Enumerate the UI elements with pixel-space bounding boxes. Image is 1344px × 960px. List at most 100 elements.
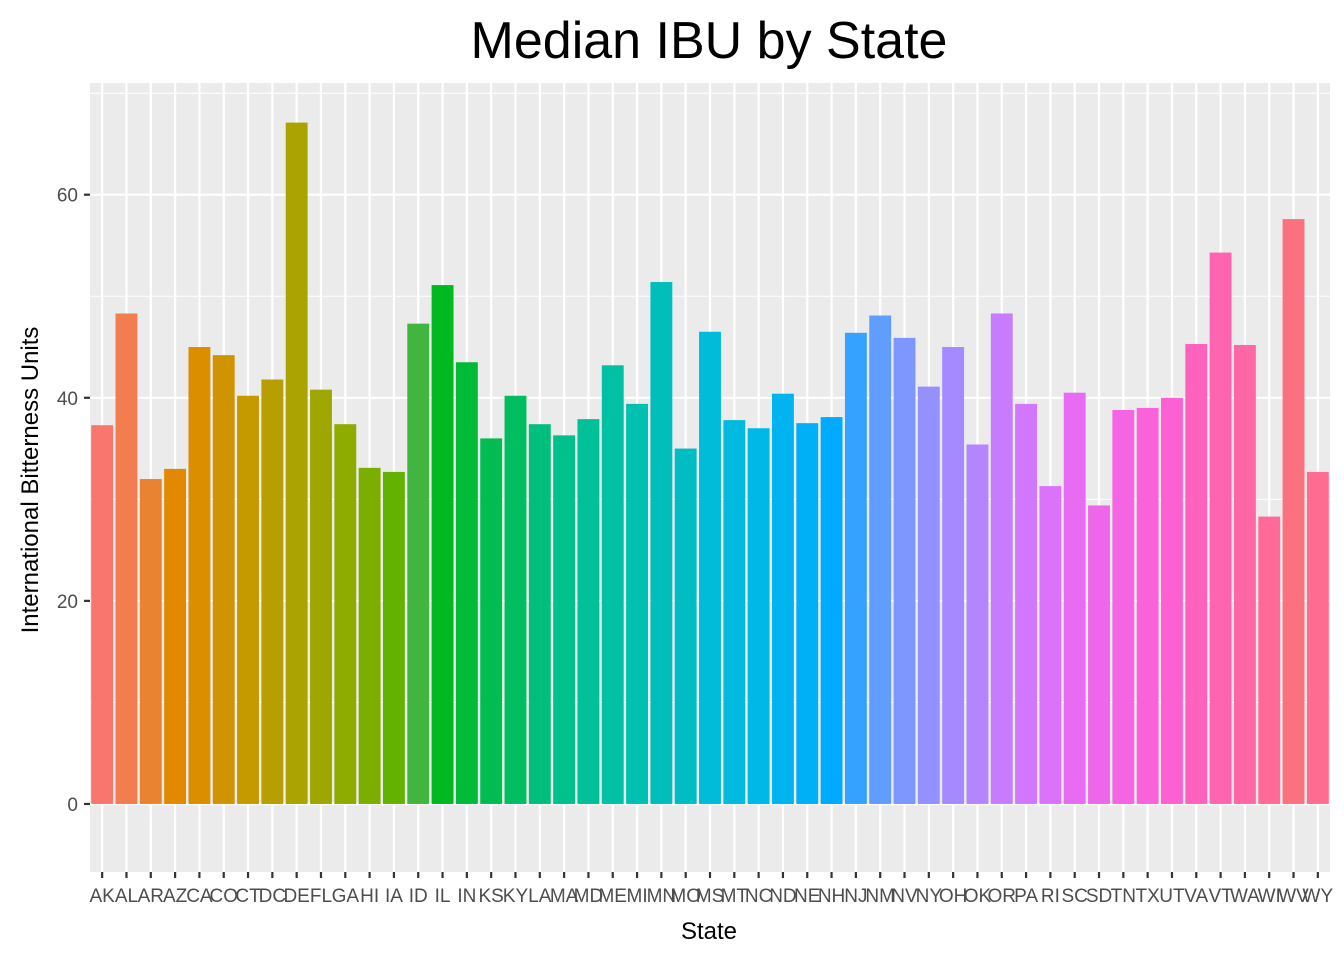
bar-hi: [358, 467, 381, 804]
bar-az: [164, 468, 187, 804]
x-tick-label-nm: NM: [865, 886, 895, 907]
x-tick-label-al: AL: [115, 886, 138, 907]
bar-ma: [553, 435, 576, 804]
bar-ms: [699, 331, 721, 804]
x-tick-label-nv: NV: [891, 886, 918, 907]
x-tick-label-ak: AK: [89, 886, 115, 907]
bar-pa: [1015, 403, 1038, 804]
bar-ks: [480, 438, 503, 804]
x-tick-label-tn: TN: [1111, 886, 1136, 907]
bar-nv: [893, 337, 916, 804]
bar-mn: [650, 282, 673, 804]
x-tick-label-wa: WA: [1230, 886, 1260, 907]
x-tick-label-id: ID: [409, 886, 428, 907]
bar-dc: [261, 379, 284, 804]
x-tick-label-nc: NC: [745, 886, 772, 907]
bar-al: [115, 313, 138, 804]
bar-ky: [504, 395, 527, 804]
x-tick-label-ma: MA: [550, 886, 579, 907]
bar-mi: [626, 403, 648, 804]
bar-nc: [747, 428, 770, 804]
x-tick-label-co: CO: [209, 886, 238, 907]
bar-id: [407, 323, 430, 804]
bars: [91, 122, 1329, 804]
bar-ga: [334, 424, 357, 804]
y-tick-label: 40: [57, 389, 78, 410]
x-tick-label-la: LA: [528, 886, 552, 907]
y-tick-label: 60: [57, 186, 78, 207]
x-tick-label-wi: WI: [1258, 886, 1281, 907]
bar-wy: [1306, 471, 1329, 804]
bar-md: [577, 419, 600, 804]
x-tick-label-ar: AR: [138, 886, 164, 907]
x-tick-label-in: IN: [457, 886, 476, 907]
bar-ct: [237, 395, 259, 804]
x-tick-label-or: OR: [988, 886, 1017, 907]
y-axis: 0 20 40 60: [57, 186, 90, 816]
bar-nm: [869, 315, 892, 804]
bar-sd: [1088, 505, 1110, 804]
x-tick-label-ny: NY: [916, 886, 943, 907]
x-tick-label-ga: GA: [332, 886, 360, 907]
y-tick-label: 20: [57, 592, 78, 613]
bar-ri: [1039, 486, 1062, 804]
x-tick-label-fl: FL: [310, 886, 332, 907]
bar-ia: [382, 471, 405, 804]
bar-nd: [772, 393, 794, 804]
x-tick-label-ut: UT: [1159, 886, 1185, 907]
x-tick-label-ok: OK: [964, 886, 992, 907]
x-tick-label-sd: SD: [1086, 886, 1112, 907]
x-tick-label-ct: CT: [235, 886, 261, 907]
x-tick-label-mo: MO: [670, 886, 701, 907]
bar-ca: [188, 347, 211, 804]
bar-la: [528, 424, 551, 804]
bar-ne: [796, 423, 819, 804]
x-tick-label-ne: NE: [794, 886, 820, 907]
bar-or: [990, 313, 1013, 804]
bar-sc: [1063, 392, 1086, 804]
bar-il: [431, 285, 454, 804]
x-tick-label-ks: KS: [478, 886, 503, 907]
x-tick-label-nh: NH: [818, 886, 845, 907]
bar-ny: [917, 386, 940, 804]
bar-tx: [1136, 407, 1159, 804]
x-tick-label-ri: RI: [1041, 886, 1060, 907]
x-tick-label-ca: CA: [186, 886, 213, 907]
y-axis-title: International Bitterness Units: [17, 327, 44, 634]
x-tick-label-mn: MN: [647, 886, 677, 907]
bar-mo: [674, 448, 697, 804]
x-tick-label-md: MD: [574, 886, 604, 907]
x-tick-label-ia: IA: [385, 886, 403, 907]
x-tick-label-de: DE: [283, 886, 309, 907]
x-tick-label-il: IL: [435, 886, 451, 907]
bar-ak: [91, 425, 114, 804]
bar-ar: [139, 479, 162, 804]
x-tick-label-ms: MS: [696, 886, 725, 907]
bar-wa: [1233, 344, 1256, 804]
bar-in: [455, 362, 478, 804]
bar-nh: [820, 417, 843, 804]
x-tick-label-me: ME: [598, 886, 627, 907]
x-tick-label-oh: OH: [939, 886, 968, 907]
bar-nj: [844, 332, 867, 804]
bar-oh: [942, 347, 965, 804]
x-tick-label-sc: SC: [1062, 886, 1088, 907]
x-tick-label-va: VA: [1184, 886, 1208, 907]
chart-title: Median IBU by State: [471, 12, 948, 70]
bar-ok: [966, 444, 989, 804]
x-tick-label-nj: NJ: [844, 886, 867, 907]
bar-me: [601, 365, 624, 804]
x-tick-label-wy: WY: [1303, 886, 1334, 907]
bar-tn: [1112, 409, 1135, 804]
x-tick-label-az: AZ: [163, 886, 188, 907]
x-tick-label-mi: MI: [627, 886, 648, 907]
bar-co: [212, 355, 235, 804]
bar-wv: [1282, 219, 1305, 804]
bar-vt: [1209, 252, 1232, 804]
bar-de: [285, 122, 308, 804]
x-tick-label-dc: DC: [259, 886, 286, 907]
x-tick-label-ky: KY: [503, 886, 529, 907]
bar-va: [1185, 343, 1208, 804]
bar-mt: [723, 420, 746, 804]
